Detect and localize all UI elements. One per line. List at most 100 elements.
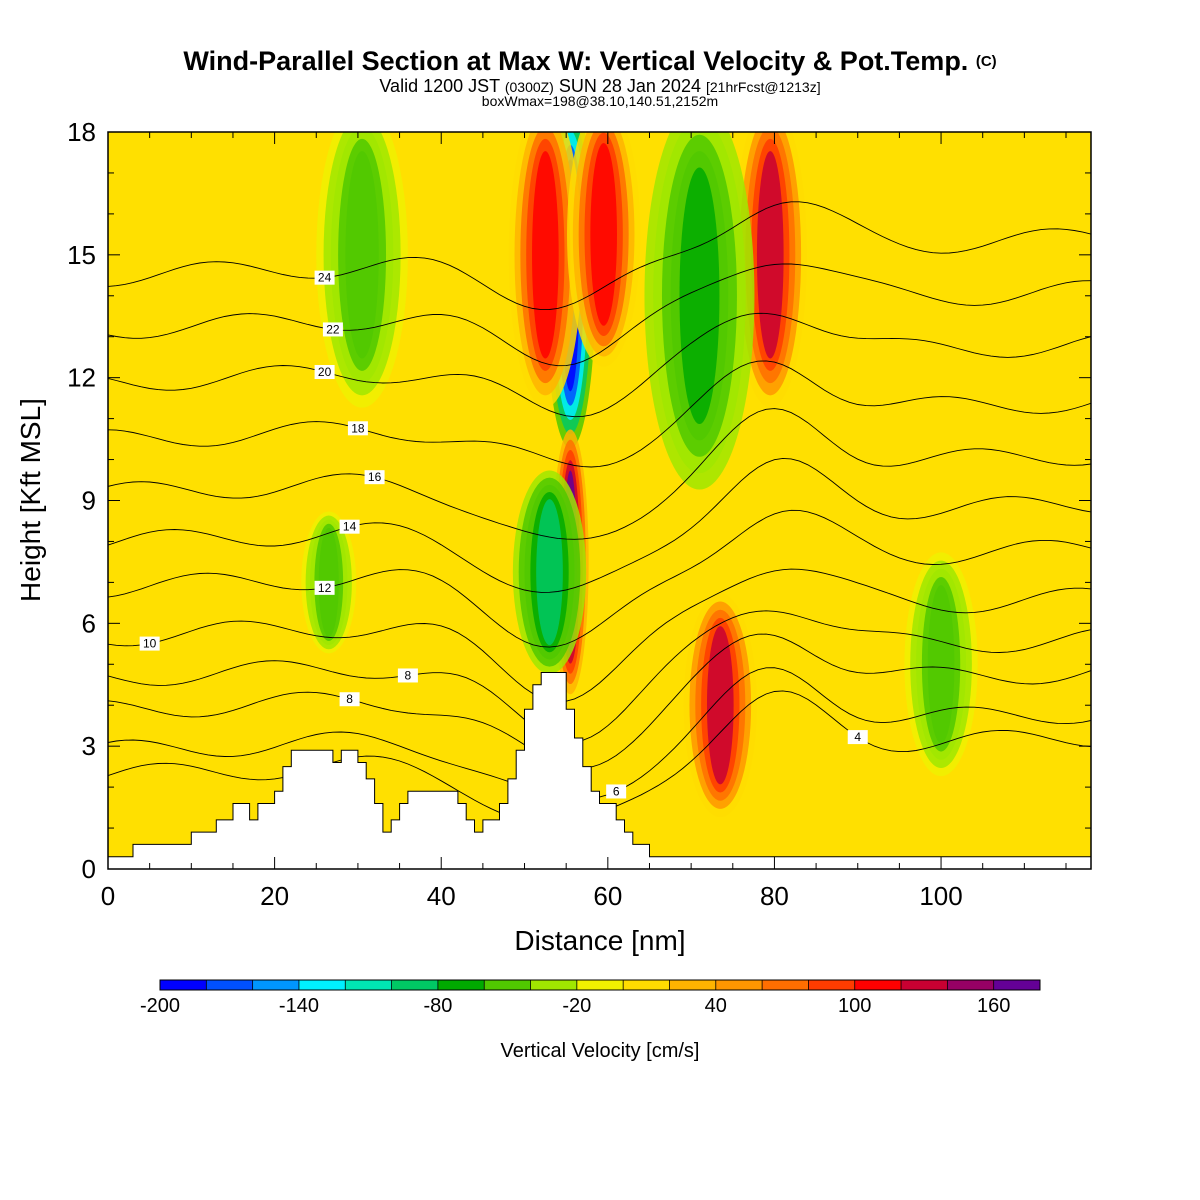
colorbar-swatch [901, 980, 948, 990]
isentrope-label-bg [322, 322, 343, 337]
velocity-feature-2 [567, 132, 641, 367]
isentrope-22 [108, 263, 1091, 367]
chart-title-mark: (C) [976, 53, 997, 70]
x-axis-label: Distance [nm] [514, 925, 685, 956]
x-tick-label: 0 [101, 881, 115, 911]
isentrope-18 [108, 360, 1091, 468]
colorbar-swatch [206, 980, 254, 990]
isentrope-8 [108, 633, 1091, 769]
y-axis-label: Height [Kft MSL] [15, 398, 46, 602]
velocity-feature-7 [644, 132, 755, 490]
y-tick-label: 18 [67, 117, 96, 147]
colorbar-swatch [345, 980, 393, 990]
colorbar-frame [159, 979, 1041, 991]
isentropes: 4 6 8 8 10 12 14 16 18 20 22 24 [108, 201, 1091, 824]
isentrope-label: 22 [326, 322, 340, 336]
x-tick-label: 40 [427, 881, 456, 911]
y-tick-label: 15 [67, 240, 96, 270]
isentrope-label-bg [397, 668, 418, 683]
isentrope-label: 12 [318, 581, 332, 595]
isentrope-label: 6 [613, 784, 620, 798]
isentrope-label-bg [364, 470, 385, 485]
y-tick-label: 6 [82, 608, 96, 638]
subtitle-forecast: [21hrFcst@1213z] [706, 79, 821, 95]
velocity-band [345, 151, 379, 359]
velocity-band [706, 626, 734, 785]
terrain [108, 672, 1091, 869]
velocity-band [927, 585, 955, 744]
velocity-band [756, 151, 784, 359]
colorbar-swatch [298, 980, 346, 990]
colorbar-title: Vertical Velocity [cm/s] [501, 1040, 700, 1062]
isentrope-label: 24 [318, 271, 332, 285]
colorbar-tick-label: -200 [140, 995, 180, 1017]
x-tick-label: 80 [760, 881, 789, 911]
colorbar-swatch [854, 980, 902, 990]
isentrope-24 [108, 201, 1091, 311]
y-tick-label: 12 [67, 363, 96, 393]
velocity-band [679, 167, 720, 425]
isentrope-8 [108, 610, 1091, 743]
colorbar-swatch [484, 980, 532, 990]
colorbar-swatch [808, 980, 856, 990]
y-tick-label: 0 [82, 854, 96, 884]
velocity-field [301, 132, 978, 818]
isentrope-12 [108, 509, 1091, 648]
velocity-feature-1 [508, 132, 582, 408]
plot-area: 4 6 8 8 10 12 14 16 18 20 22 24 [108, 132, 1091, 869]
velocity-feature-5 [683, 593, 757, 818]
isentrope-label: 8 [405, 668, 412, 682]
isentrope-label-bg [314, 270, 335, 285]
isentrope-label-bg [339, 692, 360, 707]
y-tick-label: 9 [82, 486, 96, 516]
isentrope-label: 20 [318, 365, 332, 379]
colorbar-swatch [669, 980, 717, 990]
colorbar-swatch [160, 980, 207, 990]
isentrope-label-bg [139, 636, 160, 651]
colorbar-tick-label: 100 [838, 995, 871, 1017]
subtitle-date: SUN 28 Jan 2024 [559, 76, 701, 96]
subtitle-utc: (0300Z) [505, 79, 554, 95]
isentrope-label-bg [314, 365, 335, 380]
subtitle-valid: Valid 1200 JST [379, 76, 500, 96]
isentrope-label-bg [847, 730, 868, 745]
isentrope-label: 8 [346, 692, 353, 706]
colorbar: -200 -140 -80 -20 40 100 160 [140, 979, 1041, 1017]
velocity-band [532, 151, 559, 359]
isentrope-label-bg [606, 784, 627, 799]
colorbar-tick-label: 160 [977, 995, 1010, 1017]
velocity-feature-10 [904, 552, 978, 777]
colorbar-tick-label: -140 [279, 995, 319, 1017]
chart-title: Wind-Parallel Section at Max W: Vertical… [183, 46, 996, 76]
x-tick-label: 100 [919, 881, 962, 911]
chart-subtitle: Valid 1200 JST (0300Z) SUN 28 Jan 2024 [… [379, 76, 820, 96]
y-tick-label: 3 [82, 731, 96, 761]
isentrope-label: 18 [351, 421, 365, 435]
colorbar-swatch [993, 980, 1041, 990]
x-tick-label: 20 [260, 881, 289, 911]
colorbar-swatch [576, 980, 624, 990]
colorbar-tick-label: 40 [705, 995, 727, 1017]
velocity-feature-4 [512, 470, 587, 674]
velocity-feature-8 [316, 132, 408, 408]
isentrope-label: 16 [368, 470, 382, 484]
colorbar-swatch [252, 980, 300, 990]
isentrope-16 [108, 408, 1091, 540]
colorbar-swatch [715, 980, 763, 990]
isentrope-label: 4 [854, 730, 861, 744]
colorbar-swatch [437, 980, 485, 990]
velocity-band [590, 142, 617, 326]
colorbar-tick-label: -20 [562, 995, 591, 1017]
velocity-feature-6 [733, 132, 807, 408]
y-axis: 0 3 6 9 12 15 18 [67, 117, 1091, 884]
chart-title-main: Wind-Parallel Section at Max W: Vertical… [183, 46, 968, 76]
isentrope-label: 14 [343, 520, 357, 534]
colorbar-swatch [762, 980, 809, 990]
x-axis: 0 20 40 60 80 100 [101, 132, 1067, 911]
chart-subtitle-2: boxWmax=198@38.10,140.51,2152m [482, 93, 718, 109]
colorbar-swatch [623, 980, 670, 990]
isentrope-label-bg [339, 519, 360, 534]
colorbar-tick-label: -80 [423, 995, 452, 1017]
velocity-band [536, 499, 563, 646]
